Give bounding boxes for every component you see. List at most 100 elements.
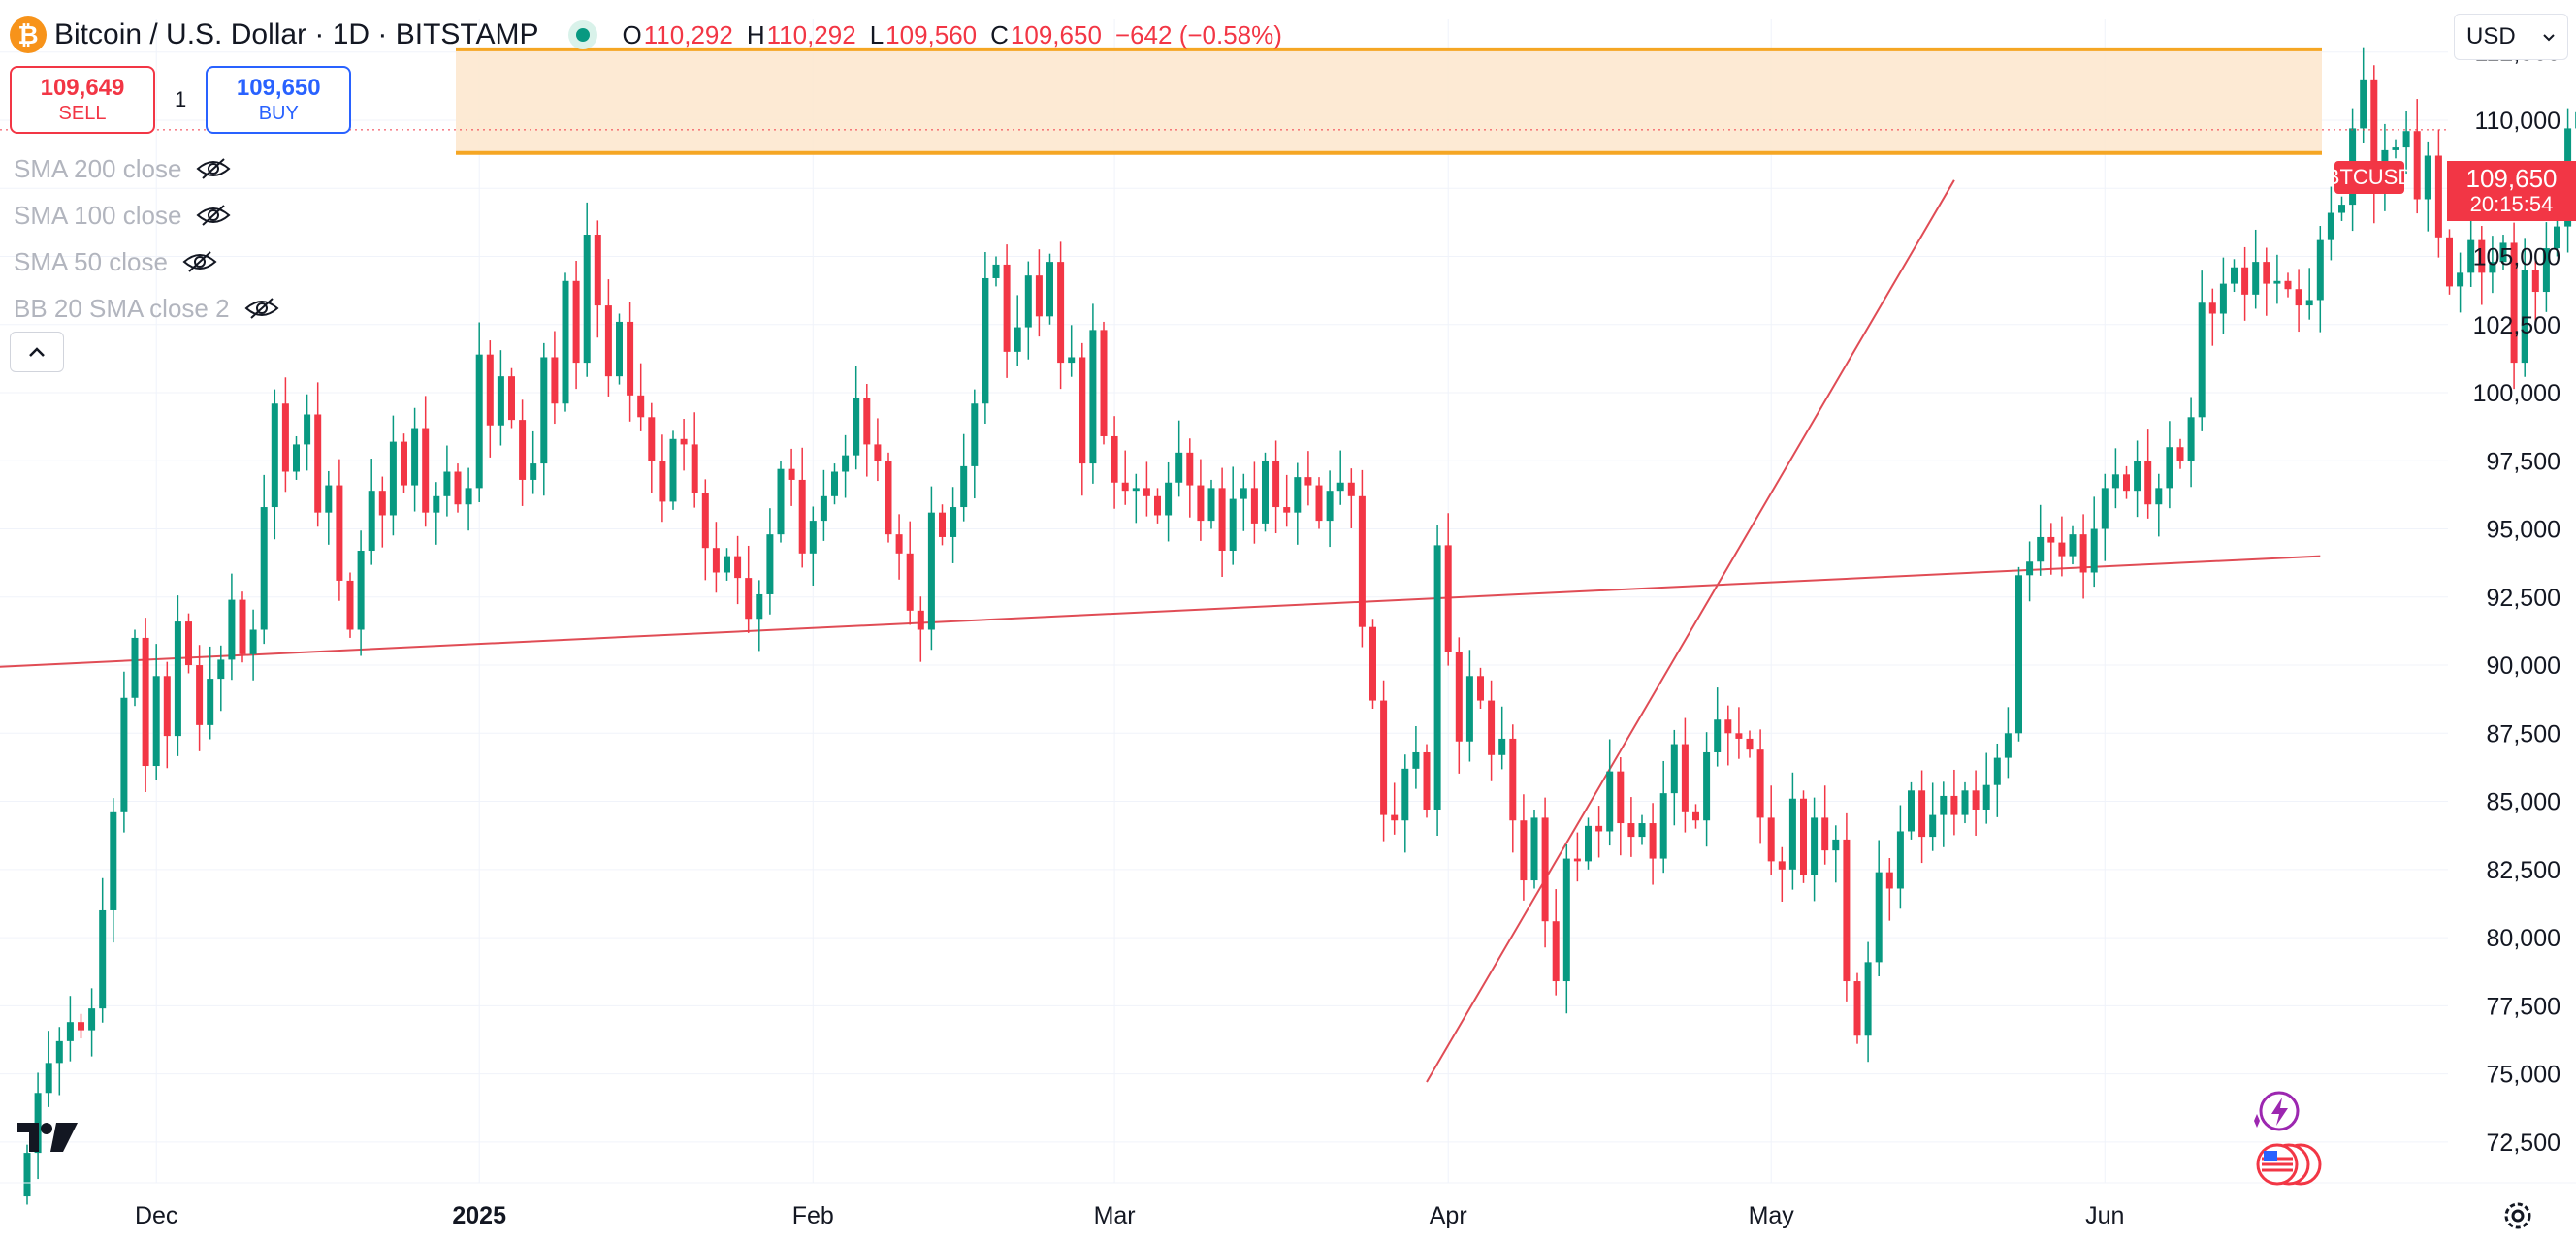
candle-body — [562, 280, 569, 404]
event-badges[interactable] — [2250, 1090, 2328, 1190]
candle-body — [1595, 825, 1603, 832]
candle — [885, 452, 892, 543]
candle-body — [2446, 237, 2453, 287]
ohlc-high: H110,292 — [746, 19, 856, 49]
candle-body — [2434, 155, 2442, 238]
candle-body — [2499, 242, 2507, 263]
bitcoin-logo-icon: ₿ — [10, 16, 47, 53]
us-flag-economic-event-icon[interactable] — [2250, 1141, 2328, 1190]
candle-body — [508, 376, 515, 421]
candle — [1111, 416, 1118, 509]
candle — [1638, 814, 1646, 845]
candle — [1498, 706, 1506, 770]
candle-body — [2015, 575, 2022, 734]
candle-body — [66, 1022, 74, 1041]
candle — [1121, 450, 1129, 505]
candle-body — [163, 676, 171, 737]
indicator-sma-100[interactable]: SMA 100 close — [14, 192, 280, 239]
hidden-eye-icon[interactable] — [195, 157, 232, 180]
price-tick-label: 87,500 — [2487, 720, 2560, 748]
candle — [756, 580, 763, 652]
candle-body — [2219, 283, 2227, 314]
candle — [368, 459, 375, 565]
candle — [207, 646, 214, 740]
trade-panel: 109,649 SELL 1 109,650 BUY — [10, 66, 352, 134]
candle-body — [1659, 793, 1667, 859]
candle-body — [368, 491, 375, 552]
candle-body — [433, 495, 440, 513]
candle-body — [1961, 790, 1969, 815]
indicator-sma-200[interactable]: SMA 200 close — [14, 145, 280, 192]
tradingview-logo-icon[interactable] — [17, 1123, 78, 1154]
order-quantity[interactable]: 1 — [175, 87, 187, 111]
candle-body — [1832, 839, 1840, 851]
lightning-event-icon[interactable] — [2250, 1090, 2310, 1134]
indicator-label: SMA 100 close — [14, 200, 182, 230]
price-tick-label: 97,500 — [2487, 448, 2560, 475]
candle — [809, 506, 817, 586]
candle-body — [1283, 507, 1291, 513]
candle-body — [131, 637, 139, 698]
ohlc-values: O110,292 H110,292 L109,560 C109,650 −642… — [623, 20, 1282, 50]
candle-body — [1950, 795, 1958, 815]
candle — [185, 613, 192, 674]
candle-body — [1304, 477, 1312, 486]
candle-body — [2134, 461, 2141, 492]
candle — [293, 435, 300, 480]
hidden-eye-icon[interactable] — [243, 297, 280, 320]
candle — [1079, 342, 1086, 496]
candle-body — [2273, 280, 2281, 284]
candle — [2305, 268, 2313, 320]
candle-body — [1401, 768, 1409, 821]
hidden-eye-icon[interactable] — [181, 250, 218, 273]
candle — [1961, 781, 1969, 824]
sell-button[interactable]: 109,649 SELL — [10, 66, 155, 134]
indicator-sma-50[interactable]: SMA 50 close — [14, 239, 280, 285]
candle-body — [1617, 771, 1625, 824]
candle — [357, 530, 365, 656]
market-open-status-icon[interactable] — [567, 20, 597, 49]
hidden-eye-icon[interactable] — [195, 204, 232, 227]
candle-body — [2037, 536, 2045, 562]
candle — [2123, 465, 2130, 499]
candle-body — [2521, 270, 2528, 364]
candle — [927, 486, 935, 651]
candle-body — [1465, 676, 1473, 742]
trendline — [1426, 179, 1955, 1083]
candle — [1132, 473, 1140, 524]
candle-body — [389, 441, 397, 516]
candle — [2338, 196, 2345, 221]
indicator-bb-20[interactable]: BB 20 SMA close 2 — [14, 285, 280, 332]
chart-settings-gear-icon[interactable] — [2500, 1198, 2535, 1233]
time-tick-label: Jun — [2085, 1202, 2124, 1229]
candle — [724, 548, 730, 581]
candle-body — [152, 676, 160, 767]
candle-body — [2457, 272, 2464, 287]
candle-body — [2305, 300, 2313, 306]
candle-body — [281, 403, 289, 472]
candle-body — [1391, 814, 1399, 821]
candle — [2004, 707, 2012, 779]
candle — [1993, 743, 2001, 817]
collapse-legend-button[interactable] — [10, 332, 64, 372]
candle-body — [637, 395, 645, 418]
candle-body — [712, 548, 720, 573]
ohlc-change: −642 (−0.58%) — [1114, 19, 1282, 49]
candle — [1788, 772, 1796, 890]
buy-button[interactable]: 109,650 BUY — [206, 66, 352, 134]
candle — [1315, 477, 1323, 529]
candle — [1562, 843, 1570, 1014]
symbol-title[interactable]: Bitcoin / U.S. Dollar · 1D · BITSTAMP — [54, 18, 539, 50]
candle-body — [2208, 302, 2216, 314]
candle — [389, 415, 397, 536]
candle — [842, 434, 850, 498]
candle — [99, 877, 107, 1023]
candle-body — [1788, 798, 1796, 870]
candle — [2198, 270, 2206, 431]
candle-body — [2402, 131, 2410, 148]
candle — [2542, 222, 2550, 312]
currency-select[interactable]: USD — [2454, 14, 2568, 60]
candle — [152, 644, 160, 780]
candle-body — [2144, 461, 2152, 505]
